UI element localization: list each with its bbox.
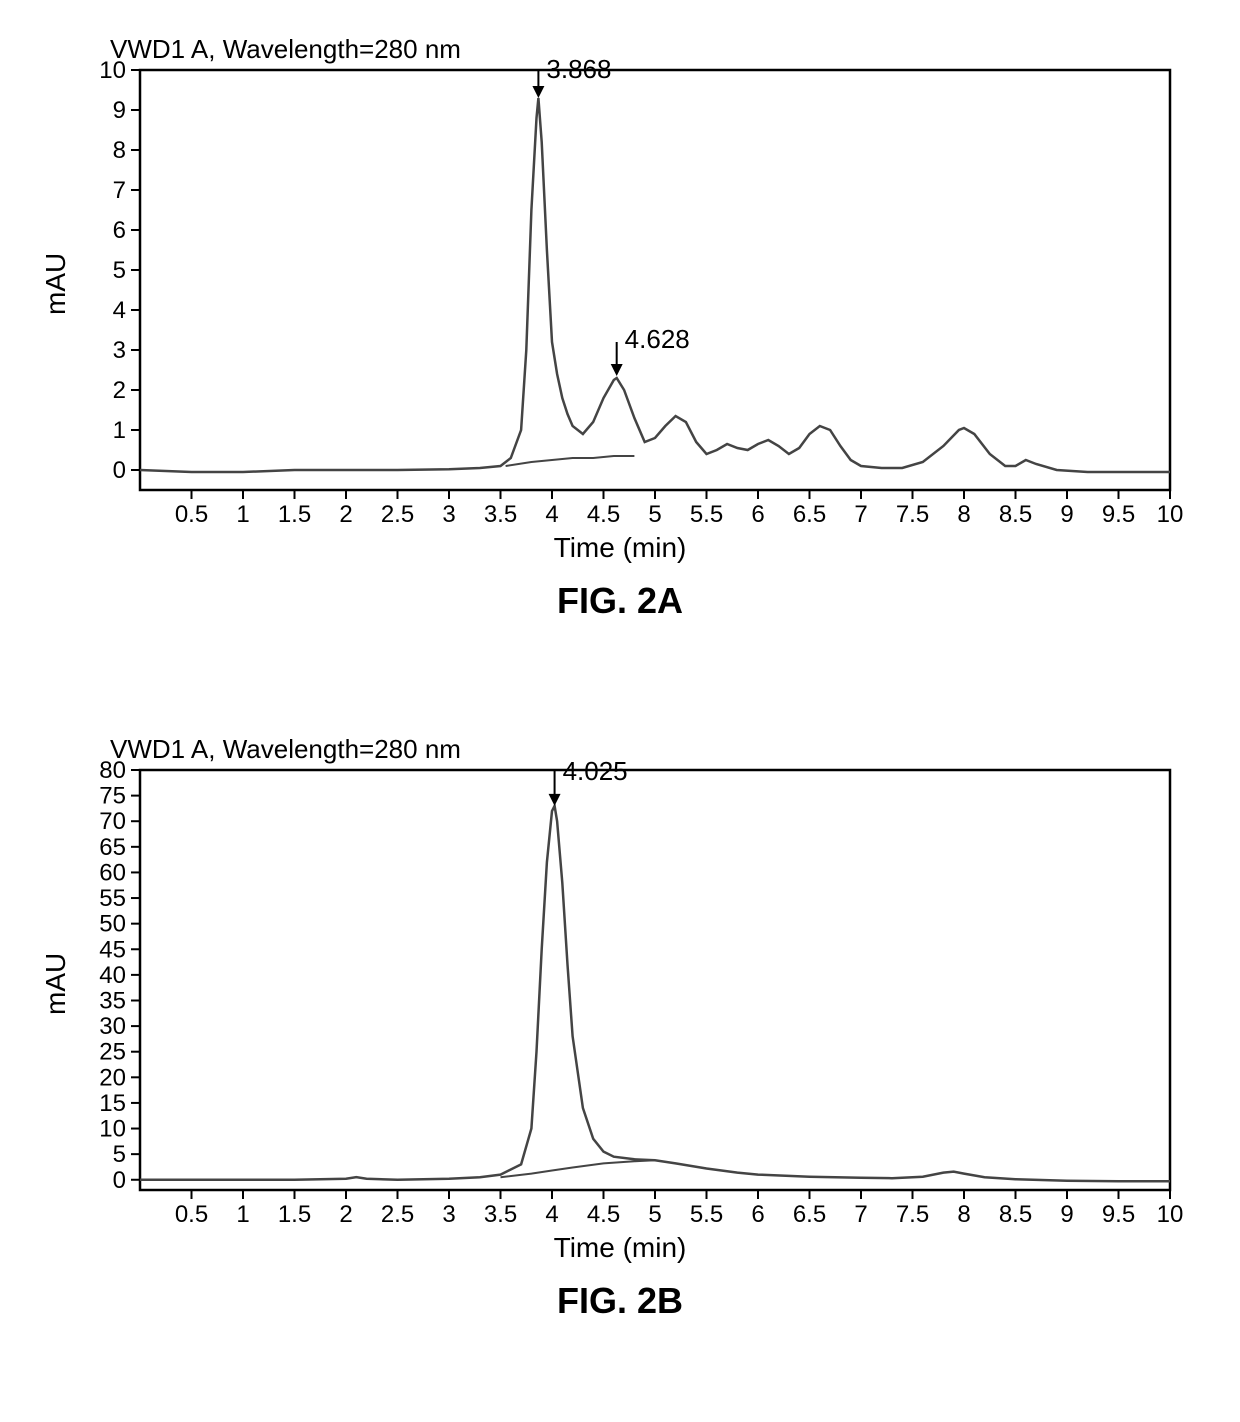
- svg-text:1: 1: [113, 417, 126, 444]
- svg-text:7: 7: [854, 501, 867, 528]
- svg-text:1: 1: [236, 1201, 249, 1228]
- svg-text:3: 3: [442, 501, 455, 528]
- peak-label: 3.868: [546, 54, 611, 84]
- svg-text:6: 6: [113, 217, 126, 244]
- svg-text:50: 50: [99, 911, 126, 938]
- svg-text:2.5: 2.5: [381, 501, 414, 528]
- svg-text:2.5: 2.5: [381, 1201, 414, 1228]
- svg-text:4: 4: [113, 297, 126, 324]
- chromatogram-trace: [140, 98, 1170, 472]
- svg-text:0: 0: [113, 457, 126, 484]
- svg-text:6: 6: [751, 1201, 764, 1228]
- svg-text:3: 3: [442, 1201, 455, 1228]
- svg-text:5: 5: [113, 257, 126, 284]
- svg-text:15: 15: [99, 1090, 126, 1117]
- svg-text:65: 65: [99, 834, 126, 861]
- svg-text:40: 40: [99, 962, 126, 989]
- svg-text:5: 5: [113, 1141, 126, 1168]
- svg-text:8.5: 8.5: [999, 1201, 1032, 1228]
- peak-label: 4.628: [625, 324, 690, 354]
- svg-text:5: 5: [648, 501, 661, 528]
- svg-text:5: 5: [648, 1201, 661, 1228]
- svg-text:3.5: 3.5: [484, 1201, 517, 1228]
- svg-text:8.5: 8.5: [999, 501, 1032, 528]
- svg-text:55: 55: [99, 885, 126, 912]
- svg-text:7: 7: [854, 1201, 867, 1228]
- svg-text:9.5: 9.5: [1102, 1201, 1135, 1228]
- svg-text:35: 35: [99, 987, 126, 1014]
- svg-text:1.5: 1.5: [278, 501, 311, 528]
- svg-text:80: 80: [99, 757, 126, 784]
- svg-text:2: 2: [339, 1201, 352, 1228]
- svg-text:30: 30: [99, 1013, 126, 1040]
- svg-text:60: 60: [99, 859, 126, 886]
- svg-text:8: 8: [113, 137, 126, 164]
- svg-text:2: 2: [339, 501, 352, 528]
- svg-text:9: 9: [113, 97, 126, 124]
- svg-text:3.5: 3.5: [484, 501, 517, 528]
- svg-text:10: 10: [1157, 1201, 1184, 1228]
- svg-text:75: 75: [99, 783, 126, 810]
- svg-text:7.5: 7.5: [896, 1201, 929, 1228]
- svg-text:10: 10: [1157, 501, 1184, 528]
- svg-text:1.5: 1.5: [278, 1201, 311, 1228]
- svg-text:5.5: 5.5: [690, 1201, 723, 1228]
- svg-text:4.5: 4.5: [587, 501, 620, 528]
- svg-text:5.5: 5.5: [690, 501, 723, 528]
- chart-svg: 051015202530354045505560657075800.511.52…: [0, 720, 1240, 1340]
- svg-text:0.5: 0.5: [175, 501, 208, 528]
- chart-panel-B: VWD1 A, Wavelength=280 nmmAUTime (min)FI…: [0, 720, 1240, 1340]
- svg-text:25: 25: [99, 1039, 126, 1066]
- svg-text:9: 9: [1060, 1201, 1073, 1228]
- svg-text:7: 7: [113, 177, 126, 204]
- svg-text:0: 0: [113, 1167, 126, 1194]
- svg-text:1: 1: [236, 501, 249, 528]
- svg-text:10: 10: [99, 57, 126, 84]
- svg-text:8: 8: [957, 1201, 970, 1228]
- svg-text:0.5: 0.5: [175, 1201, 208, 1228]
- chart-svg: 0 1 2 3 4 5 6 7 8 9 10 0.5 1 1.5 2 2.5 3 3.5 4 4.5 5 5.5 6 6.5 7…: [0, 20, 1240, 640]
- svg-text:6: 6: [751, 501, 764, 528]
- svg-text:4: 4: [545, 1201, 558, 1228]
- svg-text:9.5: 9.5: [1102, 501, 1135, 528]
- svg-text:70: 70: [99, 808, 126, 835]
- svg-text:20: 20: [99, 1064, 126, 1091]
- chart-panel-A: VWD1 A, Wavelength=280 nmmAUTime (min)FI…: [0, 20, 1240, 640]
- svg-text:2: 2: [113, 377, 126, 404]
- svg-text:8: 8: [957, 501, 970, 528]
- chromatogram-trace: [140, 806, 1170, 1181]
- svg-text:6.5: 6.5: [793, 1201, 826, 1228]
- svg-text:6.5: 6.5: [793, 501, 826, 528]
- svg-text:4.5: 4.5: [587, 1201, 620, 1228]
- svg-text:9: 9: [1060, 501, 1073, 528]
- svg-text:3: 3: [113, 337, 126, 364]
- svg-text:4: 4: [545, 501, 558, 528]
- svg-text:10: 10: [99, 1116, 126, 1143]
- svg-text:45: 45: [99, 936, 126, 963]
- baseline-trace: [501, 1160, 656, 1177]
- baseline-trace: [506, 456, 635, 466]
- svg-text:7.5: 7.5: [896, 501, 929, 528]
- peak-label: 4.025: [563, 756, 628, 786]
